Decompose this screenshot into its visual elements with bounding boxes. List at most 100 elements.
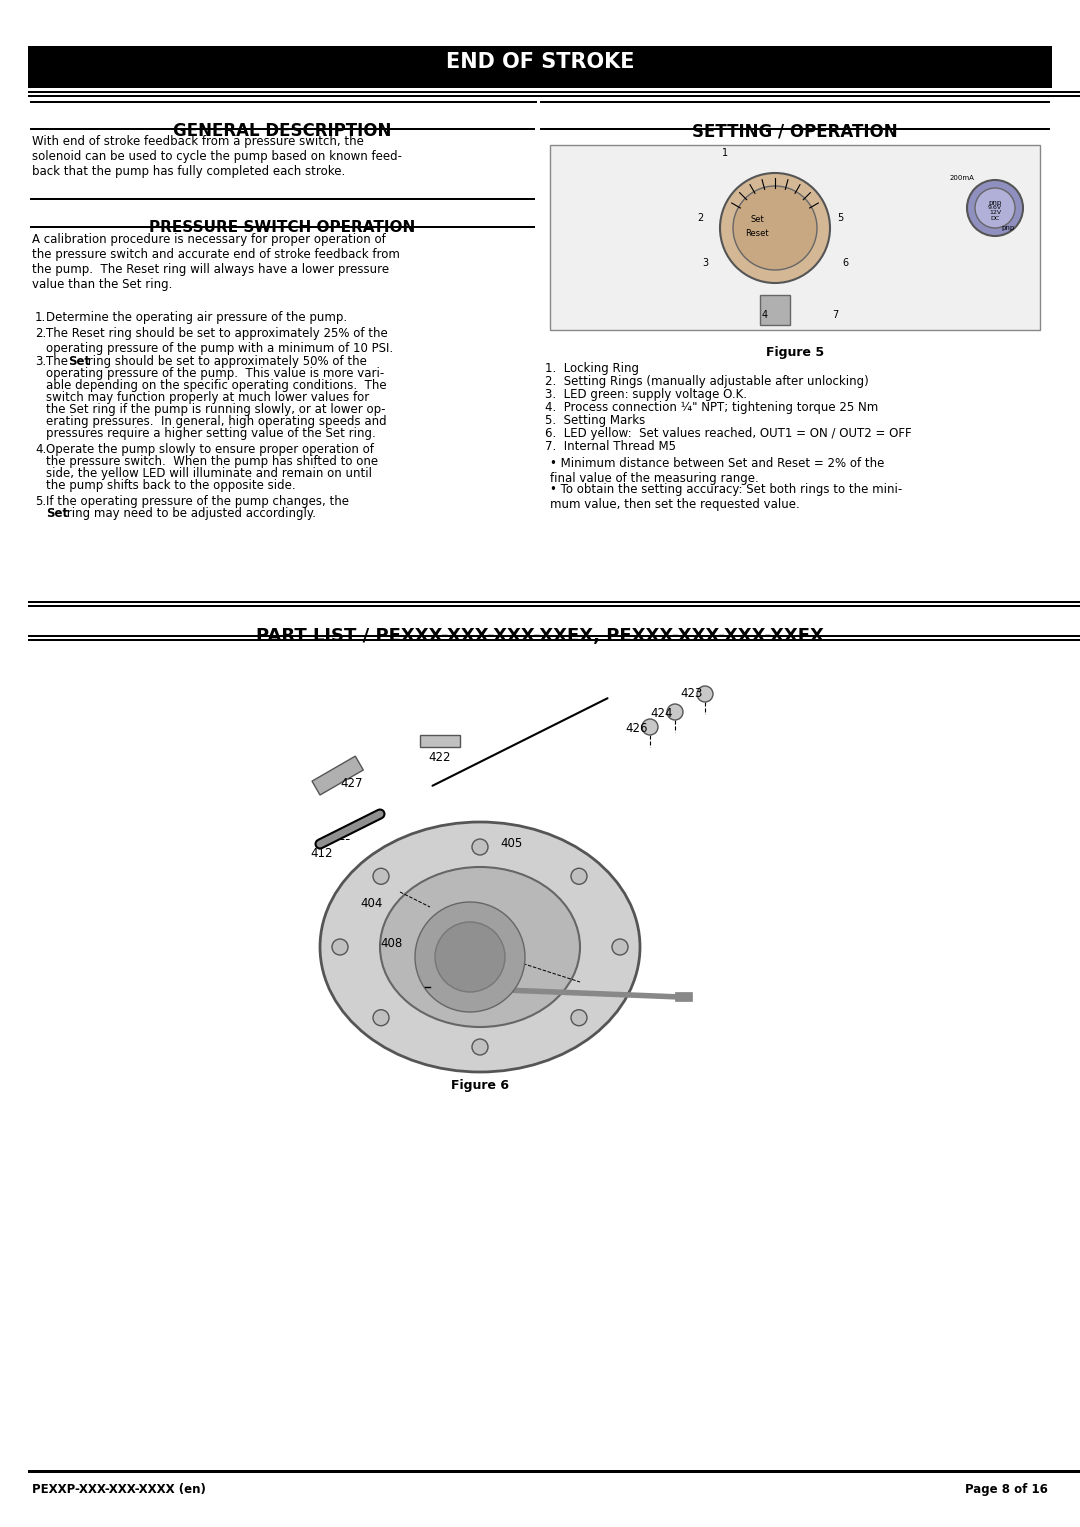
Text: Set: Set bbox=[68, 354, 90, 368]
Text: Reset: Reset bbox=[745, 229, 769, 238]
Text: • To obtain the setting accuracy: Set both rings to the mini-
mum value, then se: • To obtain the setting accuracy: Set bo… bbox=[550, 483, 902, 512]
Text: Set: Set bbox=[751, 215, 764, 224]
Ellipse shape bbox=[320, 822, 640, 1072]
Circle shape bbox=[975, 188, 1015, 228]
Bar bbox=[28, 638, 1080, 641]
Text: The: The bbox=[46, 354, 71, 368]
Bar bbox=[535, 101, 537, 102]
Text: The Reset ring should be set to approximately 25% of the
operating pressure of t: The Reset ring should be set to approxim… bbox=[46, 327, 393, 354]
Text: the pressure switch.  When the pump has shifted to one: the pressure switch. When the pump has s… bbox=[46, 455, 378, 467]
Text: 6.  LED yellow:  Set values reached, OUT1 = ON / OUT2 = OFF: 6. LED yellow: Set values reached, OUT1 … bbox=[545, 428, 912, 440]
Text: 2.: 2. bbox=[35, 327, 46, 341]
Circle shape bbox=[642, 719, 658, 734]
Bar bbox=[30, 101, 535, 102]
Text: 6: 6 bbox=[842, 258, 848, 269]
Text: ring should be set to approximately 50% of the: ring should be set to approximately 50% … bbox=[84, 354, 367, 368]
Text: 4.: 4. bbox=[35, 443, 46, 457]
Bar bbox=[28, 92, 1080, 93]
Text: pressures require a higher setting value of the Set ring.: pressures require a higher setting value… bbox=[46, 428, 376, 440]
Bar bbox=[30, 128, 535, 130]
Bar bbox=[312, 756, 363, 796]
Circle shape bbox=[332, 939, 348, 954]
Circle shape bbox=[733, 186, 816, 270]
Text: 4.  Process connection ¼" NPT; tightening torque 25 Nm: 4. Process connection ¼" NPT; tightening… bbox=[545, 402, 878, 414]
Text: Operate the pump slowly to ensure proper operation of: Operate the pump slowly to ensure proper… bbox=[46, 443, 374, 457]
Bar bbox=[420, 734, 460, 747]
Text: 7: 7 bbox=[832, 310, 838, 321]
Circle shape bbox=[472, 1038, 488, 1055]
Text: Determine the operating air pressure of the pump.: Determine the operating air pressure of … bbox=[46, 312, 347, 324]
Bar bbox=[30, 226, 535, 228]
Circle shape bbox=[720, 173, 831, 282]
Text: 5.: 5. bbox=[35, 495, 46, 508]
Bar bbox=[760, 295, 789, 325]
Bar bbox=[28, 602, 1080, 603]
Bar bbox=[550, 145, 1040, 330]
Text: 4: 4 bbox=[761, 310, 768, 321]
Text: 404: 404 bbox=[360, 896, 382, 910]
Bar bbox=[540, 101, 1050, 102]
Text: the Set ring if the pump is running slowly, or at lower op-: the Set ring if the pump is running slow… bbox=[46, 403, 386, 415]
Text: 424: 424 bbox=[650, 707, 673, 721]
Text: Figure 5: Figure 5 bbox=[766, 347, 824, 359]
Text: the pump shifts back to the opposite side.: the pump shifts back to the opposite sid… bbox=[46, 479, 296, 492]
Text: PRESSURE SWITCH OPERATION: PRESSURE SWITCH OPERATION bbox=[149, 220, 415, 235]
Text: Set: Set bbox=[46, 507, 68, 521]
Bar bbox=[550, 145, 1040, 330]
Text: ring may need to be adjusted accordingly.: ring may need to be adjusted accordingly… bbox=[63, 507, 316, 521]
Text: 426: 426 bbox=[625, 722, 648, 734]
Text: Page 8 of 16: Page 8 of 16 bbox=[966, 1483, 1048, 1496]
Circle shape bbox=[667, 704, 683, 721]
Bar bbox=[30, 199, 535, 200]
Text: 422: 422 bbox=[428, 751, 450, 764]
Text: If the operating pressure of the pump changes, the: If the operating pressure of the pump ch… bbox=[46, 495, 349, 508]
Circle shape bbox=[967, 180, 1023, 237]
Bar bbox=[28, 46, 1052, 89]
Text: With end of stroke feedback from a pressure switch, the
solenoid can be used to : With end of stroke feedback from a press… bbox=[32, 134, 402, 179]
Bar bbox=[28, 635, 1080, 637]
Text: GENERAL DESCRIPTION: GENERAL DESCRIPTION bbox=[173, 122, 391, 140]
Text: 1.  Locking Ring: 1. Locking Ring bbox=[545, 362, 639, 376]
Circle shape bbox=[571, 1009, 588, 1026]
Text: 408: 408 bbox=[380, 938, 402, 950]
Text: 2.  Setting Rings (manually adjustable after unlocking): 2. Setting Rings (manually adjustable af… bbox=[545, 376, 868, 388]
Text: 3.: 3. bbox=[35, 354, 46, 368]
Circle shape bbox=[571, 869, 588, 884]
Text: 412: 412 bbox=[310, 847, 333, 860]
Circle shape bbox=[435, 922, 505, 993]
Circle shape bbox=[373, 1009, 389, 1026]
Text: PART LIST / PEXXX-XXX-XXX-XXEX, PEXXX-XXX-XXX-XXFX: PART LIST / PEXXX-XXX-XXX-XXEX, PEXXX-XX… bbox=[256, 628, 824, 644]
Text: pnp: pnp bbox=[988, 200, 1001, 206]
Ellipse shape bbox=[380, 867, 580, 1028]
Text: 5.  Setting Marks: 5. Setting Marks bbox=[545, 414, 645, 428]
Circle shape bbox=[415, 902, 525, 1012]
Circle shape bbox=[373, 869, 389, 884]
Text: 1.: 1. bbox=[35, 312, 46, 324]
Circle shape bbox=[697, 686, 713, 702]
Bar bbox=[540, 128, 1050, 130]
Text: side, the yellow LED will illuminate and remain on until: side, the yellow LED will illuminate and… bbox=[46, 467, 372, 479]
Text: 5: 5 bbox=[837, 212, 843, 223]
Text: • Minimum distance between Set and Reset = 2% of the
final value of the measurin: • Minimum distance between Set and Reset… bbox=[550, 457, 885, 486]
Text: END OF STROKE: END OF STROKE bbox=[446, 52, 634, 72]
Text: PEXXP-XXX-XXX-XXXX (en): PEXXP-XXX-XXX-XXXX (en) bbox=[32, 1483, 206, 1496]
Text: 200mA: 200mA bbox=[950, 176, 975, 182]
Bar bbox=[28, 95, 1080, 98]
Text: 7.  Internal Thread M5: 7. Internal Thread M5 bbox=[545, 440, 676, 454]
Text: able depending on the specific operating conditions.  The: able depending on the specific operating… bbox=[46, 379, 387, 392]
Text: operating pressure of the pump.  This value is more vari-: operating pressure of the pump. This val… bbox=[46, 366, 384, 380]
Text: A calibration procedure is necessary for proper operation of
the pressure switch: A calibration procedure is necessary for… bbox=[32, 234, 400, 292]
Text: 3: 3 bbox=[702, 258, 708, 269]
Bar bbox=[28, 605, 1080, 608]
Text: pnp: pnp bbox=[1002, 224, 1015, 231]
Text: 423: 423 bbox=[680, 687, 702, 699]
Text: switch may function properly at much lower values for: switch may function properly at much low… bbox=[46, 391, 369, 405]
Bar bbox=[28, 1471, 1080, 1474]
Text: Figure 6: Figure 6 bbox=[451, 1080, 509, 1092]
Text: erating pressures.  In general, high operating speeds and: erating pressures. In general, high oper… bbox=[46, 415, 387, 428]
Text: 427: 427 bbox=[340, 777, 363, 789]
Text: 3.  LED green: supply voltage O.K.: 3. LED green: supply voltage O.K. bbox=[545, 388, 747, 402]
Circle shape bbox=[472, 838, 488, 855]
Text: 405: 405 bbox=[500, 837, 523, 851]
Text: SETTING / OPERATION: SETTING / OPERATION bbox=[692, 122, 897, 140]
